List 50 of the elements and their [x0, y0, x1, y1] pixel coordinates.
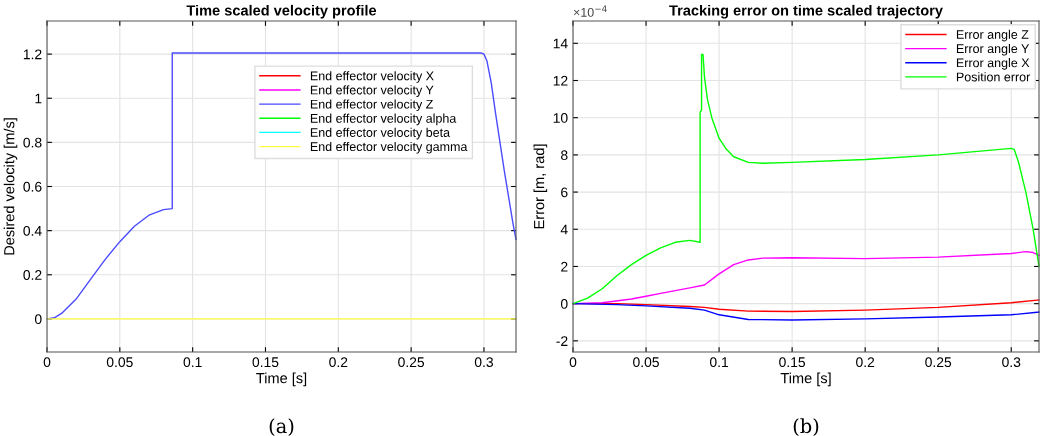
x-tick-label: 0 — [43, 357, 51, 368]
y-tick-label: 4 — [560, 224, 568, 235]
legend-label: End effector velocity beta — [310, 127, 451, 140]
text: ×10$^{−4}$ — [573, 5, 607, 17]
y-tick-label: 10 — [553, 113, 568, 123]
chart-title: Tracking error on time scaled trajectory — [669, 4, 943, 19]
x-tick-label: 0.3 — [1002, 357, 1021, 368]
y-tick-label: 0 — [34, 314, 42, 325]
y-tick-label: 0 — [560, 298, 568, 309]
text: (a) — [269, 418, 294, 436]
y-tick-label: 12 — [553, 75, 568, 86]
legend-label: End effector velocity alpha — [310, 113, 457, 126]
legend-label: End effector velocity Y — [310, 85, 434, 97]
x-tick-label: 0.25 — [398, 357, 425, 368]
x-tick-label: 0.3 — [474, 357, 493, 368]
legend-label: Error angle Y — [956, 43, 1030, 56]
legend-label: Error angle Z — [956, 29, 1029, 42]
legend-label: End effector velocity gamma — [310, 141, 468, 154]
y-tick-label: 8 — [561, 150, 568, 161]
x-tick-label: 0.05 — [106, 357, 133, 368]
x-tick-label: 0 — [569, 357, 577, 368]
y-tick-label: 0.6 — [23, 181, 42, 192]
x-axis-title: Time [s] — [256, 372, 307, 387]
x-tick-label: 0.15 — [252, 357, 279, 368]
y-axis-title: Desired velocity [m/s] — [3, 118, 18, 255]
y-tick-label: 0.2 — [23, 270, 42, 280]
y-axis-title: Error [m, rad] — [533, 144, 548, 229]
x-tick-label: 0.25 — [925, 357, 952, 368]
legend-label: End effector velocity Z — [310, 99, 433, 112]
x-tick-label: 0.1 — [183, 357, 202, 368]
x-axis-title: Time [s] — [780, 372, 831, 387]
text: (b) — [793, 418, 819, 436]
x-tick-label: 0.05 — [633, 357, 659, 368]
y-tick-label: 6 — [561, 187, 568, 198]
chart-title: Time scaled velocity profile — [186, 4, 377, 19]
legend-label: End effector velocity X — [310, 71, 434, 83]
legend-label: Position error — [956, 72, 1031, 82]
y-tick-label: 1 — [35, 93, 42, 104]
legend-label: Error angle X — [956, 58, 1030, 70]
y-tick-label: 0.4 — [23, 225, 42, 236]
y-tick-label: 2 — [561, 261, 568, 272]
y-tick-label: 0.8 — [23, 137, 42, 148]
x-tick-label: 0.2 — [856, 357, 875, 368]
x-tick-label: 0.15 — [779, 357, 806, 368]
y-tick-label: -2 — [556, 336, 568, 346]
x-tick-label: 0.1 — [709, 357, 729, 368]
y-tick-label: 1.2 — [23, 49, 42, 60]
line-series — [572, 302, 1040, 321]
x-tick-label: 0.2 — [329, 357, 348, 368]
y-tick-label: 14 — [553, 38, 568, 49]
